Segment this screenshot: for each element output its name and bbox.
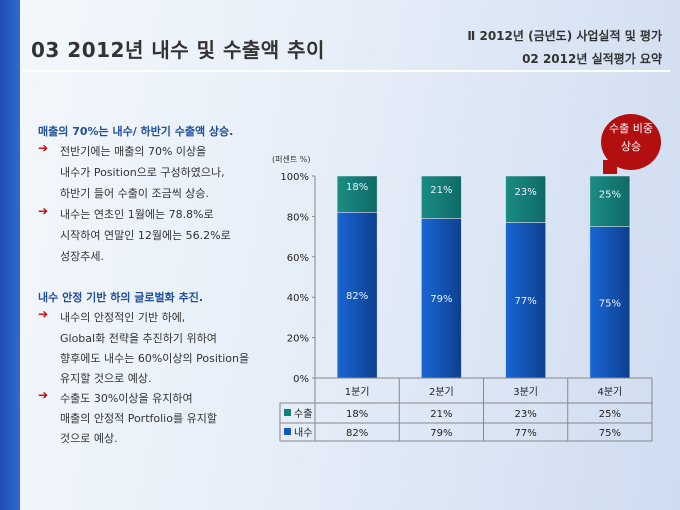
y-axis-label: (퍼센트 %) — [272, 154, 310, 164]
callout-badge: 수출 비중 상승 — [601, 114, 661, 174]
bar-domestic — [589, 226, 631, 379]
text-line: 내수의 안정적인 기반 하에, — [60, 311, 186, 324]
badge-line: 상승 — [620, 140, 642, 153]
x-tick-label: 3분기 — [513, 386, 538, 398]
bar-data-label: 75% — [599, 298, 621, 309]
bar-data-label: 25% — [599, 189, 621, 200]
text-line: 내수는 연초인 1월에는 78.8%로 — [60, 208, 214, 221]
page-title: 03 2012년 내수 및 수출액 추이 — [31, 38, 325, 62]
text-line: 유지할 것으로 예상. — [60, 372, 152, 385]
table-body — [279, 402, 653, 442]
text-line: 내수가 Position으로 구성하였으나, — [60, 166, 225, 179]
bar-export — [336, 175, 378, 213]
divider — [22, 70, 670, 72]
text-line: 성장추세. — [60, 250, 104, 263]
arrow-icon: ➔ — [38, 388, 49, 402]
text-line: 전반기에는 매출의 70% 이상을 — [60, 145, 207, 158]
table-cell: 82% — [346, 428, 368, 439]
text-line: 수출도 30%이상을 유지하여 — [60, 392, 193, 405]
bar-domestic — [505, 222, 546, 379]
bar-data-label: 79% — [430, 294, 452, 305]
bar-export — [505, 175, 546, 223]
x-tick-label: 1분기 — [345, 386, 370, 398]
heading-2: 내수 안정 기반 하의 글로벌화 추진. — [38, 291, 204, 304]
x-tick-label: 4분기 — [597, 386, 622, 398]
x-tick-label: 2분기 — [429, 386, 454, 398]
table-cell: 21% — [430, 409, 452, 420]
table-cell: 79% — [430, 428, 452, 439]
bar-data-label: 77% — [515, 296, 537, 307]
table-cell: 77% — [515, 428, 537, 439]
bar-domestic — [336, 212, 378, 379]
table-cell: 23% — [515, 409, 537, 420]
arrow-icon: ➔ — [38, 141, 49, 155]
legend-label: 수출 — [294, 408, 312, 420]
y-tick-label: 20% — [287, 334, 309, 345]
bar-domestic — [421, 218, 462, 379]
badge-line: 수출 비중 — [609, 122, 653, 135]
table-cell: 75% — [599, 428, 621, 439]
bar-data-label: 18% — [346, 182, 368, 193]
table-cell: 18% — [346, 409, 368, 420]
arrow-icon: ➔ — [38, 204, 49, 218]
bar-export — [589, 175, 631, 227]
y-tick-label: 100% — [280, 172, 309, 183]
arrow-icon: ➔ — [38, 307, 49, 321]
y-tick-label: 60% — [287, 253, 309, 264]
legend-swatch — [284, 409, 291, 416]
table-cell: 25% — [599, 409, 621, 420]
bar-data-label: 21% — [430, 185, 452, 196]
legend-swatch — [284, 428, 291, 435]
bar-data-label: 23% — [515, 187, 537, 198]
bar-export — [421, 175, 462, 219]
side-strip — [0, 0, 20, 510]
y-tick-label: 40% — [287, 293, 309, 304]
text-line: 향후에도 내수는 60%이상의 Position을 — [60, 352, 250, 365]
bar-data-label: 82% — [346, 291, 368, 302]
text-line: 것으로 예상. — [60, 432, 118, 445]
heading-1: 매출의 70%는 내수/ 하반기 수출액 상승. — [38, 125, 234, 138]
y-tick-label: 80% — [287, 212, 309, 223]
text-line: Global화 전략을 추진하기 위하여 — [60, 332, 217, 345]
legend-label: 내수 — [294, 427, 312, 439]
text-line: 매출의 안정적 Portfolio를 유지할 — [60, 412, 217, 425]
text-line: 시작하여 연말인 12월에는 56.2%로 — [60, 229, 231, 242]
text-line: 하반기 들어 수출이 조금씩 상승. — [60, 187, 210, 200]
y-tick-label: 0% — [293, 374, 309, 385]
subsection-title: 02 2012년 실적평가 요약 — [522, 52, 662, 66]
section-title: Ⅱ 2012년 (금년도) 사업실적 및 평가 — [467, 29, 662, 43]
